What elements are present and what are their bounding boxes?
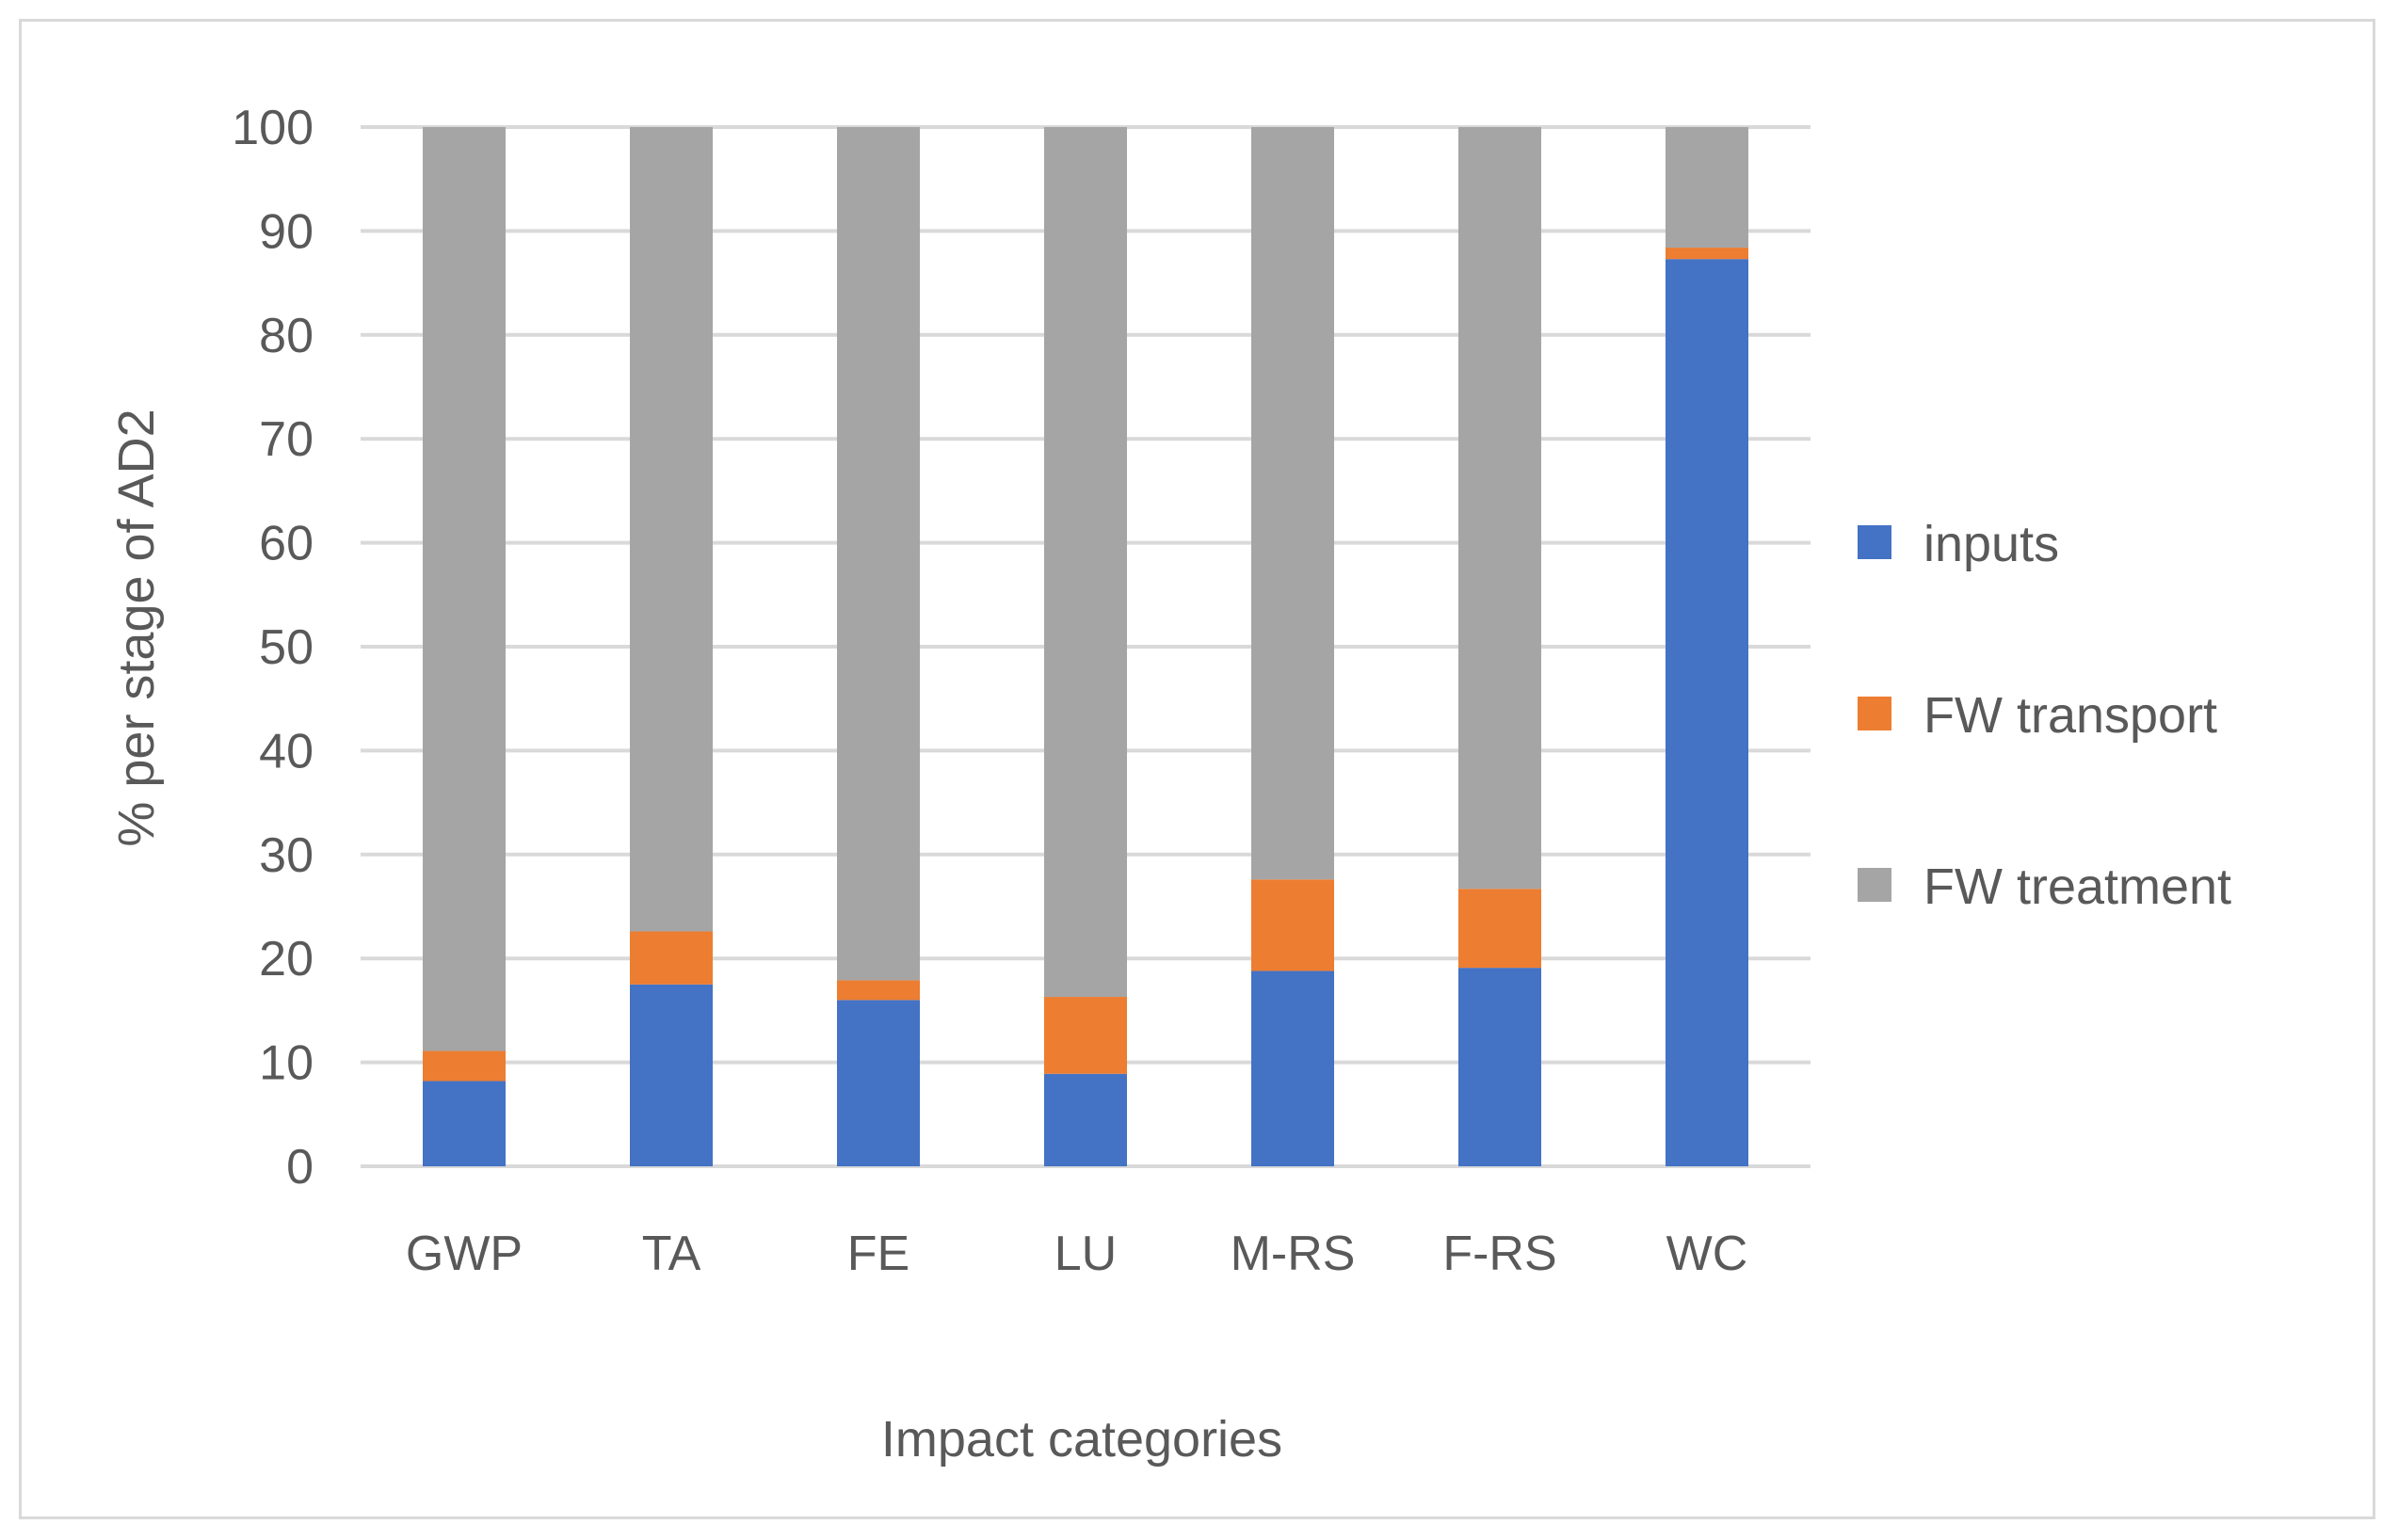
y-tick-label: 70	[259, 412, 314, 467]
y-tick-label: 50	[259, 620, 314, 675]
y-tick-label: 30	[259, 828, 314, 883]
bar-segment-fw-transport-lu	[1044, 997, 1127, 1074]
x-category-label: LU	[1054, 1227, 1117, 1281]
bar-segment-fw-treatment-ta	[630, 127, 713, 932]
bar-segment-fw-transport-gwp	[423, 1051, 506, 1082]
x-category-label: WC	[1666, 1227, 1748, 1281]
y-tick-label: 0	[286, 1140, 314, 1195]
bar-segment-inputs-f-rs	[1458, 968, 1541, 1166]
bar-segment-fw-transport-wc	[1666, 248, 1748, 260]
x-category-label: FE	[847, 1227, 909, 1281]
y-tick-label: 60	[259, 517, 314, 571]
x-category-label: GWP	[406, 1227, 523, 1281]
bar-segment-fw-treatment-m-rs	[1251, 127, 1334, 880]
bar-segment-inputs-wc	[1666, 259, 1748, 1166]
bar-segment-inputs-gwp	[423, 1081, 506, 1166]
y-tick-label: 100	[232, 101, 314, 155]
bar-segment-fw-transport-ta	[630, 931, 713, 985]
bar-segment-fw-treatment-fe	[837, 127, 920, 981]
bar-segment-fw-treatment-lu	[1044, 127, 1127, 998]
y-tick-label: 90	[259, 204, 314, 259]
bar-segment-fw-transport-f-rs	[1458, 889, 1541, 969]
bar-segment-fw-treatment-wc	[1666, 127, 1748, 249]
y-tick-label: 20	[259, 932, 314, 987]
x-axis-title: Impact categories	[881, 1411, 1282, 1468]
legend-label: FW treatment	[1923, 858, 2231, 915]
chart-frame: 0 10 20 30 40 50 60 70 80 90 100 GWP TA FE LU M-RS F-RS…	[19, 19, 2375, 1519]
bar-segment-fw-treatment-gwp	[423, 127, 506, 1051]
stacked-bar-chart: 0 10 20 30 40 50 60 70 80 90 100 GWP TA FE LU M-RS F-RS…	[108, 101, 2231, 1468]
bar-segment-fw-transport-fe	[837, 980, 920, 1001]
bar-segment-fw-treatment-f-rs	[1458, 127, 1541, 890]
y-tick-label: 80	[259, 309, 314, 363]
y-axis-title: % per stage of AD2	[108, 409, 165, 846]
x-axis-categories: GWP TA FE LU M-RS F-RS WC	[406, 1227, 1747, 1281]
bar-segment-inputs-fe	[837, 1000, 920, 1166]
bar-segment-inputs-lu	[1044, 1073, 1127, 1166]
legend-label: FW transport	[1923, 687, 2217, 744]
x-category-label: F-RS	[1442, 1227, 1556, 1281]
legend: inputs FW transport FW treatment	[1858, 516, 2231, 915]
legend-label: inputs	[1923, 516, 2059, 572]
bar-segment-inputs-m-rs	[1251, 971, 1334, 1166]
x-category-label: TA	[642, 1227, 701, 1281]
legend-swatch-inputs	[1858, 525, 1891, 559]
legend-swatch-fw-transport	[1858, 697, 1891, 730]
bar-segment-inputs-ta	[630, 984, 713, 1166]
y-tick-label: 10	[259, 1036, 314, 1091]
y-axis-ticks: 0 10 20 30 40 50 60 70 80 90 100	[232, 101, 314, 1195]
bar-segment-fw-transport-m-rs	[1251, 879, 1334, 971]
y-tick-label: 40	[259, 724, 314, 778]
bars	[423, 127, 1748, 1166]
legend-swatch-fw-treatment	[1858, 868, 1891, 902]
x-category-label: M-RS	[1231, 1227, 1356, 1281]
